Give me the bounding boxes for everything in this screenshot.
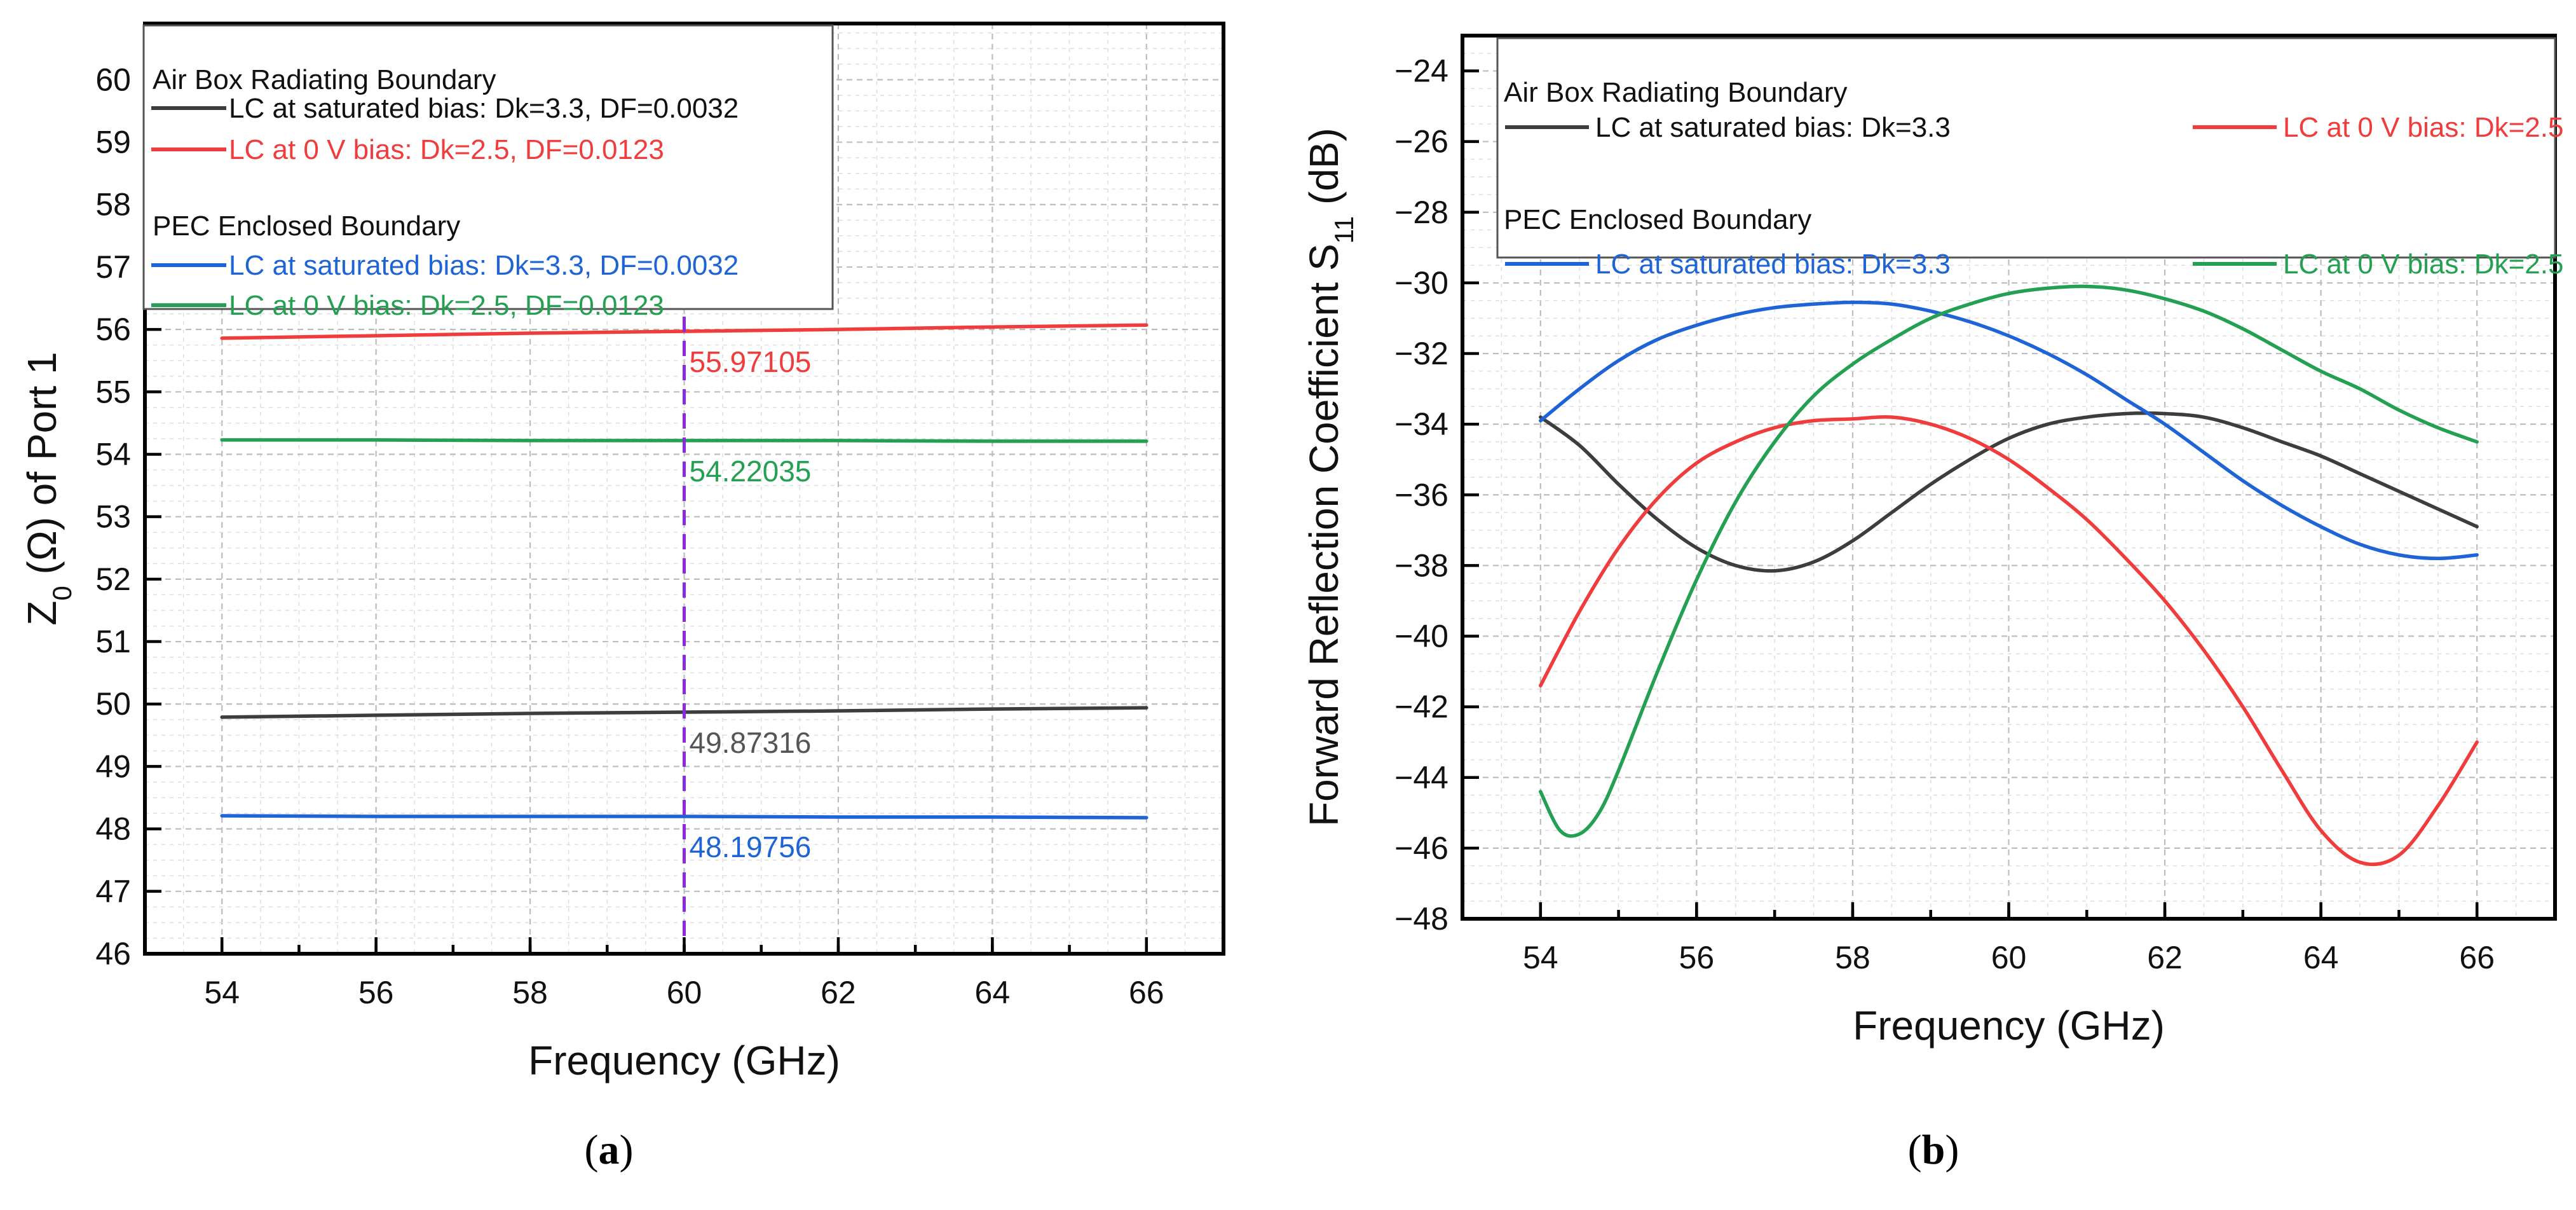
y-tick-label: −30 bbox=[1394, 265, 1448, 301]
y-tick-label: 54 bbox=[95, 436, 131, 472]
x-tick-label: 66 bbox=[1129, 975, 1164, 1010]
chart-panel-a: 55.97105 54.22035 49.87316 48.19756 54 56 58 60… bbox=[19, 22, 1225, 1173]
x-tick-label: 66 bbox=[2459, 940, 2495, 975]
y-tick-label: 51 bbox=[95, 624, 131, 659]
x-tick-label: 62 bbox=[821, 975, 856, 1010]
y-tick-label: −42 bbox=[1394, 689, 1448, 725]
y-tick-label: −38 bbox=[1394, 547, 1448, 583]
y-axis-label-rest: (Ω) of Port 1 bbox=[19, 352, 65, 586]
legend-label: LC at saturated bias: Dk=3.3 bbox=[1595, 112, 1951, 143]
x-axis: 54 56 58 60 62 64 66 bbox=[1461, 902, 2557, 975]
legend-group-title: Air Box Radiating Boundary bbox=[1504, 77, 1848, 108]
legend-group-title: Air Box Radiating Boundary bbox=[153, 64, 496, 95]
legend-label: LC at 0 V bias: Dk=2.5, DF=0.0123 bbox=[229, 134, 664, 165]
legend-group-title: PEC Enclosed Boundary bbox=[153, 210, 460, 242]
data-label-2: 49.87316 bbox=[690, 726, 812, 759]
y-axis-label: Z0 (Ω) of Port 1 bbox=[19, 352, 77, 625]
legend-label: LC at 0 V bias: Dk=2.5 bbox=[2283, 249, 2563, 280]
x-tick-label: 54 bbox=[1523, 940, 1558, 975]
legend-label: LC at 0 V bias: Dk=2.5, DF=0.0123 bbox=[229, 290, 664, 321]
y-tick-label: −24 bbox=[1394, 53, 1448, 89]
x-tick-label: 60 bbox=[1991, 940, 2027, 975]
y-tick-label: 60 bbox=[95, 62, 131, 97]
y-tick-label: 56 bbox=[95, 312, 131, 347]
y-axis-label-sub: 0 bbox=[47, 586, 77, 600]
y-tick-label: −44 bbox=[1394, 760, 1448, 795]
y-axis-label-sub: 11 bbox=[1329, 216, 1359, 244]
y-tick-label: 47 bbox=[95, 874, 131, 909]
y-axis: 46 47 48 49 50 51 52 53 54 55 56 57 58 59 60 bbox=[95, 62, 161, 972]
y-axis-label-base: Z bbox=[19, 601, 65, 626]
panel-label: (a) bbox=[585, 1127, 634, 1173]
x-tick-label: 58 bbox=[1835, 940, 1871, 975]
y-tick-label: 55 bbox=[95, 374, 131, 409]
panel-paren-open: ( bbox=[1908, 1127, 1922, 1173]
x-tick-label: 64 bbox=[975, 975, 1011, 1010]
y-axis-label-rest: (dB) bbox=[1301, 128, 1347, 216]
y-tick-label: −48 bbox=[1394, 901, 1448, 937]
y-tick-label: 48 bbox=[95, 811, 131, 847]
legend-box bbox=[142, 24, 834, 310]
y-axis-label-base: Forward Reflection Coefficient S bbox=[1301, 244, 1347, 827]
y-axis-label: Forward Reflection Coefficient S11 (dB) bbox=[1301, 128, 1359, 827]
data-label-0: 55.97105 bbox=[690, 345, 812, 378]
x-tick-label: 62 bbox=[2147, 940, 2183, 975]
panel-paren-open: ( bbox=[585, 1127, 599, 1173]
legend: Air Box Radiating Boundary LC at saturate… bbox=[1496, 37, 2563, 280]
y-tick-label: 52 bbox=[95, 561, 131, 597]
x-tick-label: 56 bbox=[1679, 940, 1715, 975]
x-tick-label: 58 bbox=[512, 975, 548, 1010]
data-label-1: 54.22035 bbox=[690, 455, 812, 488]
y-tick-label: −36 bbox=[1394, 477, 1448, 512]
y-tick-label: 49 bbox=[95, 748, 131, 784]
y-tick-label: −26 bbox=[1394, 124, 1448, 160]
x-tick-label: 60 bbox=[667, 975, 702, 1010]
panel-letter: b bbox=[1922, 1127, 1946, 1173]
legend-box bbox=[1496, 37, 2556, 259]
data-label-3: 48.19756 bbox=[690, 830, 812, 863]
y-tick-label: −40 bbox=[1394, 619, 1448, 654]
panel-paren-close: ) bbox=[1945, 1127, 1959, 1173]
x-axis: 54 56 58 60 62 64 66 bbox=[143, 937, 1225, 1010]
x-tick-label: 56 bbox=[358, 975, 394, 1010]
y-tick-label: 58 bbox=[95, 187, 131, 223]
legend-label: LC at 0 V bias: Dk=2.5 bbox=[2283, 112, 2563, 143]
x-tick-label: 64 bbox=[2303, 940, 2339, 975]
x-axis-label: Frequency (GHz) bbox=[1853, 1003, 2165, 1048]
panel-label: (b) bbox=[1908, 1127, 1959, 1173]
legend-group-title: PEC Enclosed Boundary bbox=[1504, 204, 1811, 235]
series-line-1 bbox=[1539, 415, 2479, 867]
y-tick-label: 46 bbox=[95, 936, 131, 972]
panel-paren-close: ) bbox=[620, 1127, 634, 1173]
y-tick-label: −46 bbox=[1394, 830, 1448, 866]
series-line-2 bbox=[1539, 300, 2479, 561]
series-line-2 bbox=[220, 814, 1148, 820]
series-group bbox=[1539, 284, 2479, 867]
legend-label: LC at saturated bias: Dk=3.3, DF=0.0032 bbox=[229, 250, 739, 281]
series-line-3 bbox=[1539, 284, 2479, 838]
y-tick-label: −34 bbox=[1394, 406, 1448, 442]
panel-letter: a bbox=[599, 1127, 620, 1173]
y-tick-label: 57 bbox=[95, 249, 131, 285]
y-tick-label: 59 bbox=[95, 125, 131, 160]
x-tick-label: 54 bbox=[204, 975, 240, 1010]
chart-panel-b: 54 56 58 60 62 64 66 −48 −46 −44 −42 −40 −38 −36 −34 −3… bbox=[1301, 34, 2563, 1173]
x-axis-label: Frequency (GHz) bbox=[528, 1038, 840, 1083]
y-tick-label: −32 bbox=[1394, 336, 1448, 371]
legend-label: LC at saturated bias: Dk=3.3 bbox=[1595, 249, 1951, 280]
y-tick-label: 53 bbox=[95, 499, 131, 535]
y-tick-label: 50 bbox=[95, 686, 131, 722]
y-axis: −48 −46 −44 −42 −40 −38 −36 −34 −32 −30 −28 −26 −24 bbox=[1394, 53, 1479, 937]
series-line-0 bbox=[1539, 411, 2479, 573]
y-tick-label: −28 bbox=[1394, 195, 1448, 230]
legend-label: LC at saturated bias: Dk=3.3, DF=0.0032 bbox=[229, 93, 739, 124]
